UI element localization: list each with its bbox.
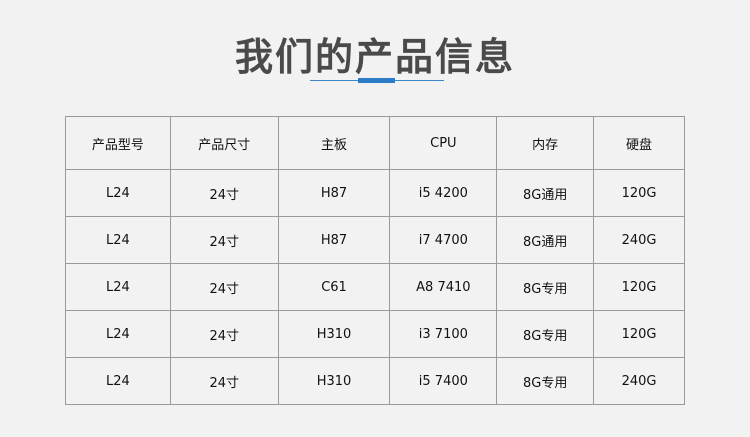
table-cell: 24寸 xyxy=(169,169,279,217)
table-cell: H87 xyxy=(277,169,391,217)
table-header-row: 产品型号 产品尺寸 主板 CPU 内存 硬盘 xyxy=(65,116,685,170)
table-row: L24 24寸 H87 i5 4200 8G通用 120G xyxy=(65,169,685,217)
product-table: 产品型号 产品尺寸 主板 CPU 内存 硬盘 L24 24寸 H87 i5 4200 8… xyxy=(65,116,685,405)
header-cell: 内存 xyxy=(496,116,595,170)
table-row: L24 24寸 C61 A8 7410 8G专用 120G xyxy=(65,263,685,311)
table-cell: 120G xyxy=(593,310,685,358)
table-row: L24 24寸 H87 i7 4700 8G通用 240G xyxy=(65,216,685,264)
header-cell: CPU xyxy=(389,116,498,170)
table-cell: 8G通用 xyxy=(496,169,595,217)
table-cell: 8G通用 xyxy=(496,216,595,264)
header-cell: 产品型号 xyxy=(65,116,171,170)
table-cell: i5 7400 xyxy=(389,357,498,405)
table-cell: H310 xyxy=(277,310,391,358)
table-cell: A8 7410 xyxy=(389,263,498,311)
table-cell: L24 xyxy=(65,263,171,311)
table-cell: L24 xyxy=(65,357,171,405)
table-cell: L24 xyxy=(65,216,171,264)
table-row: L24 24寸 H310 i3 7100 8G专用 120G xyxy=(65,310,685,358)
header-cell: 产品尺寸 xyxy=(169,116,279,170)
table-cell: 24寸 xyxy=(169,216,279,264)
header-cell: 硬盘 xyxy=(593,116,685,170)
table-cell: L24 xyxy=(65,310,171,358)
table-cell: C61 xyxy=(277,263,391,311)
table-cell: 8G专用 xyxy=(496,263,595,311)
table-cell: 24寸 xyxy=(169,310,279,358)
page-title: 我们的产品信息 xyxy=(234,35,515,79)
table-cell: L24 xyxy=(65,169,171,217)
table-cell: i7 4700 xyxy=(389,216,498,264)
table-cell: 120G xyxy=(593,263,685,311)
table-cell: 120G xyxy=(593,169,685,217)
table-cell: i5 4200 xyxy=(389,169,498,217)
header-cell: 主板 xyxy=(277,116,391,170)
table-cell: 8G专用 xyxy=(496,357,595,405)
table-cell: 24寸 xyxy=(169,263,279,311)
table-cell: 240G xyxy=(593,357,685,405)
table-cell: H310 xyxy=(277,357,391,405)
table-row: L24 24寸 H310 i5 7400 8G专用 240G xyxy=(65,357,685,405)
table-cell: 24寸 xyxy=(169,357,279,405)
title-accent-bar xyxy=(358,78,395,83)
table-cell: H87 xyxy=(277,216,391,264)
table-cell: 8G专用 xyxy=(496,310,595,358)
table-cell: i3 7100 xyxy=(389,310,498,358)
table-cell: 240G xyxy=(593,216,685,264)
